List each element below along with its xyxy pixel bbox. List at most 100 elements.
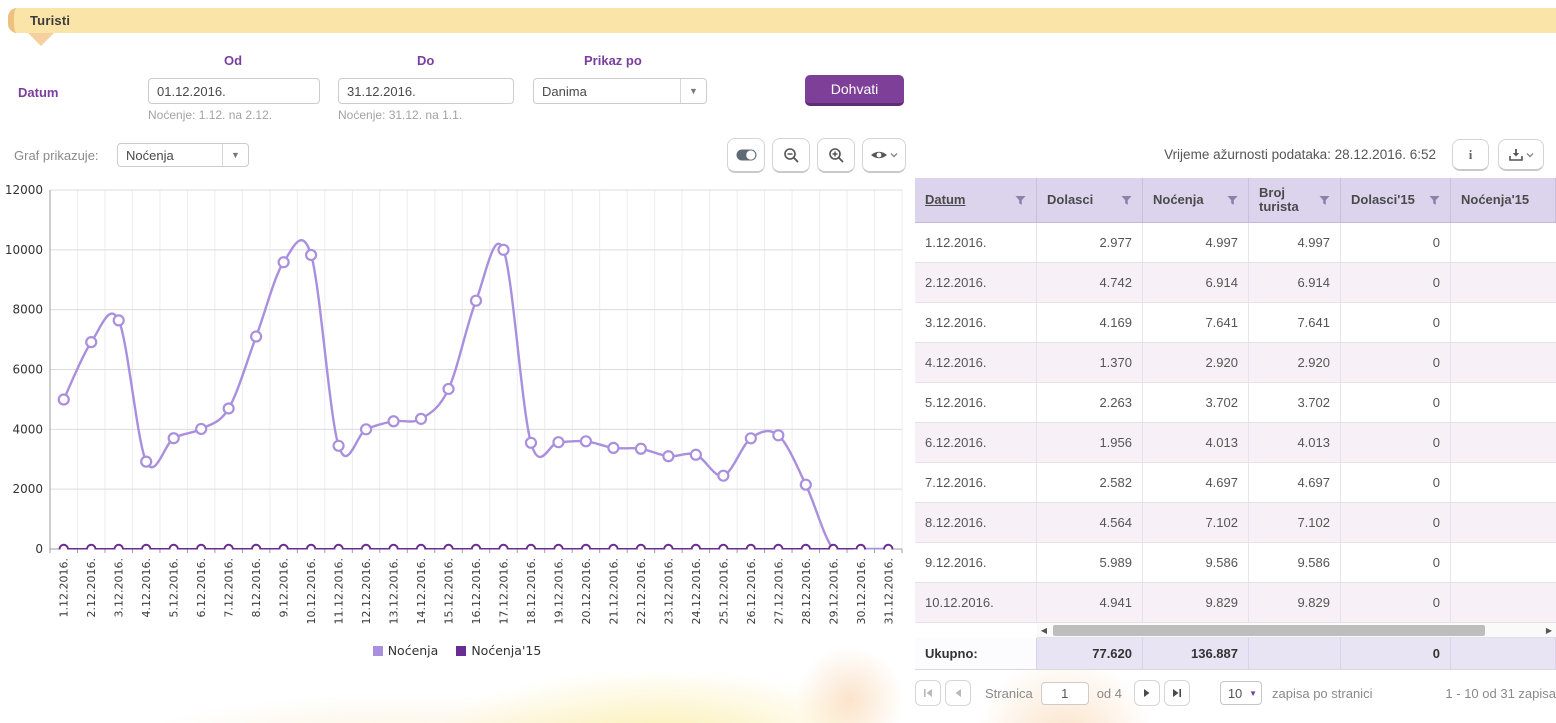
svg-text:13.12.2016.: 13.12.2016. <box>388 558 401 624</box>
svg-text:23.12.2016.: 23.12.2016. <box>662 558 675 624</box>
column-header-dolasci[interactable]: Dolasci <box>1037 178 1143 222</box>
table-row[interactable]: 9.12.2016. 5.989 9.586 9.586 0 <box>915 543 1556 583</box>
chart-toggle-button[interactable] <box>727 138 765 173</box>
cell-value: 0 <box>1341 383 1451 422</box>
cell-value: 4.997 <box>1249 223 1341 262</box>
table-row[interactable]: 8.12.2016. 4.564 7.102 7.102 0 <box>915 503 1556 543</box>
table-body: 1.12.2016. 2.977 4.997 4.997 0 2.12.2016. 4.74… <box>915 223 1556 623</box>
table-row[interactable]: 2.12.2016. 4.742 6.914 6.914 0 <box>915 263 1556 303</box>
svg-text:11.12.2016.: 11.12.2016. <box>333 558 346 624</box>
footer-total <box>1451 638 1556 669</box>
chevron-down-icon: ▼ <box>680 79 706 103</box>
svg-text:0: 0 <box>35 542 43 556</box>
prev-page-button[interactable] <box>945 680 971 706</box>
column-label[interactable]: Noćenja <box>1153 191 1204 207</box>
column-header-no-enja[interactable]: Noćenja <box>1143 178 1249 222</box>
scrollbar-track[interactable] <box>1051 624 1542 637</box>
cell-value <box>1451 303 1556 342</box>
cell-value <box>1451 583 1556 622</box>
graf-prikazuje-select[interactable]: Noćenja ▼ <box>117 143 249 167</box>
cell-value: 0 <box>1341 583 1451 622</box>
cell-value: 0 <box>1341 223 1451 262</box>
filter-icon[interactable] <box>1015 195 1026 206</box>
svg-text:29.12.2016.: 29.12.2016. <box>827 558 840 624</box>
filter-icon[interactable] <box>1121 195 1132 206</box>
visibility-menu-button[interactable] <box>862 138 906 173</box>
column-label[interactable]: Noćenja'15 <box>1461 191 1530 207</box>
cell-value: 7.102 <box>1249 503 1341 542</box>
svg-text:2.12.2016.: 2.12.2016. <box>85 558 98 617</box>
column-header-datum[interactable]: Datum <box>915 178 1037 222</box>
first-page-button[interactable] <box>915 680 941 706</box>
section-header-bar[interactable]: Turisti <box>8 8 1556 33</box>
cell-value: 6.914 <box>1143 263 1249 302</box>
cell-value: 3.702 <box>1249 383 1341 422</box>
svg-text:20.12.2016.: 20.12.2016. <box>580 558 593 624</box>
cell-value: 0 <box>1341 423 1451 462</box>
column-header-broj-turista[interactable]: Broj turista <box>1249 178 1341 222</box>
table-row[interactable]: 7.12.2016. 2.582 4.697 4.697 0 <box>915 463 1556 503</box>
scroll-left-icon[interactable]: ◀ <box>1040 625 1048 635</box>
scroll-right-icon[interactable]: ▶ <box>1545 625 1553 635</box>
column-label[interactable]: Dolasci <box>1047 191 1094 207</box>
column-label[interactable]: Dolasci'15 <box>1351 191 1415 207</box>
svg-text:30.12.2016.: 30.12.2016. <box>855 558 868 624</box>
table-row[interactable]: 1.12.2016. 2.977 4.997 4.997 0 <box>915 223 1556 263</box>
cell-value: 0 <box>1341 303 1451 342</box>
next-page-icon <box>1144 689 1150 697</box>
info-button[interactable]: i <box>1452 139 1489 171</box>
column-label[interactable]: Datum <box>925 191 966 207</box>
svg-text:21.12.2016.: 21.12.2016. <box>607 558 620 624</box>
chart-legend: Noćenja Noćenja'15 <box>6 643 908 658</box>
cell-value: 5.989 <box>1037 543 1143 582</box>
svg-text:3.12.2016.: 3.12.2016. <box>113 558 126 617</box>
next-page-button[interactable] <box>1134 680 1161 706</box>
cell-value: 9.586 <box>1249 543 1341 582</box>
cell-value <box>1451 383 1556 422</box>
page-number-input[interactable] <box>1040 681 1089 705</box>
svg-text:25.12.2016.: 25.12.2016. <box>717 558 730 624</box>
table-row[interactable]: 3.12.2016. 4.169 7.641 7.641 0 <box>915 303 1556 343</box>
line-chart[interactable]: 0 2000 4000 6000 8000 10000 12000 1.12.2016. 2.1… <box>5 182 908 674</box>
cell-value: 7.641 <box>1143 303 1249 342</box>
table-row[interactable]: 6.12.2016. 1.956 4.013 4.013 0 <box>915 423 1556 463</box>
last-page-button[interactable] <box>1164 680 1191 706</box>
dohvati-button[interactable]: Dohvati <box>805 75 904 106</box>
scrollbar-thumb[interactable] <box>1053 624 1486 636</box>
legend-item[interactable]: Noćenja <box>372 643 438 658</box>
page-size-value: 10 <box>1227 685 1243 701</box>
filter-icon[interactable] <box>1227 195 1238 206</box>
column-header-dolasci-15[interactable]: Dolasci'15 <box>1341 178 1451 222</box>
cell-value: 4.941 <box>1037 583 1143 622</box>
footer-total: 0 <box>1341 638 1451 669</box>
column-label[interactable]: Broj turista <box>1259 184 1299 214</box>
legend-item[interactable]: Noćenja'15 <box>456 643 541 658</box>
svg-text:19.12.2016.: 19.12.2016. <box>552 558 565 624</box>
per-page-label: zapisa po stranici <box>1272 685 1373 701</box>
column-header-no-enja-15[interactable]: Noćenja'15 <box>1451 178 1556 222</box>
svg-text:9.12.2016.: 9.12.2016. <box>278 558 291 617</box>
svg-text:17.12.2016.: 17.12.2016. <box>497 558 510 624</box>
table-row[interactable]: 4.12.2016. 1.370 2.920 2.920 0 <box>915 343 1556 383</box>
eye-icon <box>871 151 898 159</box>
zoom-out-button[interactable] <box>772 138 810 173</box>
cell-value <box>1451 223 1556 262</box>
table-row[interactable]: 10.12.2016. 4.941 9.829 9.829 0 <box>915 583 1556 623</box>
cell-value: 6.914 <box>1249 263 1341 302</box>
date-to-input[interactable] <box>339 79 513 103</box>
graf-prikazuje-value: Noćenja <box>126 147 174 163</box>
prikaz-po-select[interactable]: Danima ▼ <box>533 78 707 104</box>
horizontal-scrollbar[interactable]: ◀ ▶ <box>1037 623 1556 638</box>
filter-icon[interactable] <box>1429 195 1440 206</box>
zoom-in-button[interactable] <box>817 138 855 173</box>
tab-pointer-triangle <box>28 33 54 46</box>
data-table: Datum Dolasci Noćenja Broj turista Dolasci'1… <box>915 178 1556 670</box>
page-size-select[interactable]: 10 ▼ <box>1220 681 1263 705</box>
svg-text:6000: 6000 <box>12 363 43 377</box>
cell-value: 4.742 <box>1037 263 1143 302</box>
filter-icon[interactable] <box>1319 195 1330 206</box>
date-from-input[interactable] <box>149 79 319 103</box>
od-label: Od <box>224 53 243 68</box>
table-row[interactable]: 5.12.2016. 2.263 3.702 3.702 0 <box>915 383 1556 423</box>
download-button[interactable] <box>1498 139 1544 171</box>
